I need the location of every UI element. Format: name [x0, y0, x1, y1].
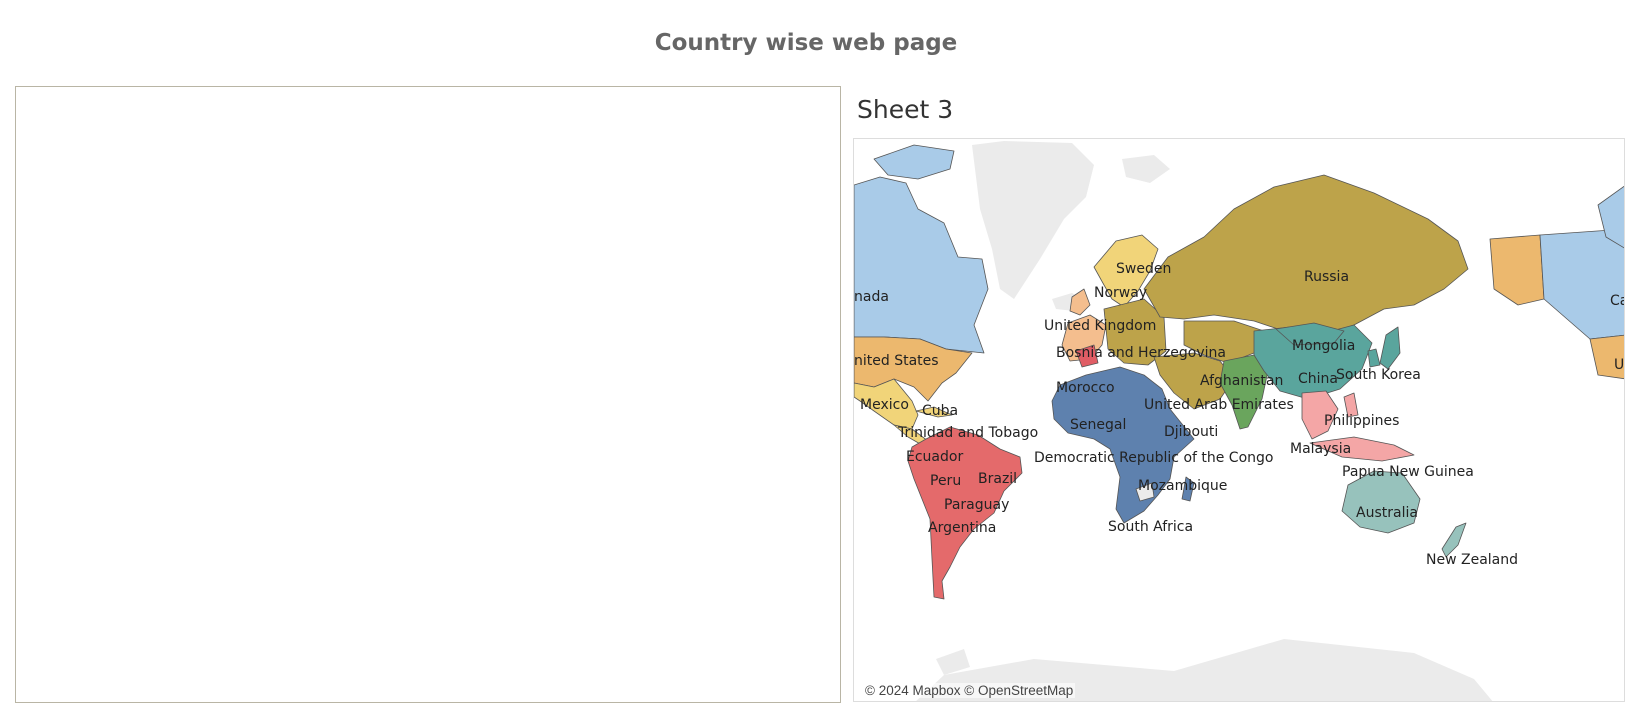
label-uae: United Arab Emirates [1144, 397, 1294, 413]
country-alaska [1489, 234, 1545, 306]
country-indonesia [1309, 436, 1415, 462]
world-map[interactable]: nada nited States Mexico Cuba Trinidad a… [853, 138, 1625, 702]
label-united-states: nited States [854, 353, 939, 369]
label-russia: Russia [1304, 269, 1349, 285]
label-mexico: Mexico [860, 397, 909, 413]
country-labels: nada nited States Mexico Cuba Trinidad a… [854, 261, 1625, 568]
label-mozambique: Mozambique [1138, 478, 1227, 494]
country-new-zealand [1441, 522, 1467, 558]
label-argentina: Argentina [928, 520, 996, 536]
country-south-africa-inner [1135, 482, 1155, 502]
antarctica-left-island [936, 649, 970, 675]
label-philippines: Philippines [1324, 413, 1399, 429]
label-south-korea: South Korea [1336, 367, 1421, 383]
label-australia: Australia [1356, 505, 1418, 521]
country-usa-east [1589, 334, 1624, 380]
label-bosnia-and-herzegovina: Bosnia and Herzegovina [1056, 345, 1226, 361]
label-brazil: Brazil [978, 471, 1017, 487]
label-norway: Norway [1094, 285, 1147, 301]
label-djibouti: Djibouti [1164, 424, 1218, 440]
country-south-america [907, 426, 1023, 600]
label-ecuador: Ecuador [906, 449, 963, 465]
label-united-kingdom: United Kingdom [1044, 318, 1156, 334]
dashboard-title: Country wise web page [654, 30, 958, 56]
label-drc: Democratic Republic of the Congo [1034, 450, 1273, 466]
label-papua-new-guinea: Papua New Guinea [1342, 464, 1474, 480]
country-canada-east [1539, 228, 1624, 340]
country-japan [1379, 326, 1401, 370]
label-afghanistan: Afghanistan [1200, 373, 1283, 389]
label-malaysia: Malaysia [1290, 441, 1351, 457]
greenland-landmass [972, 141, 1094, 299]
country-canada-islands [873, 144, 955, 180]
country-middle-east [1153, 352, 1235, 410]
label-sweden: Sweden [1116, 261, 1171, 277]
country-australia [1341, 470, 1421, 534]
country-uk [1069, 288, 1091, 316]
label-new-zealand: New Zealand [1426, 552, 1518, 568]
map-canvas[interactable]: nada nited States Mexico Cuba Trinidad a… [854, 139, 1625, 702]
country-korea [1367, 348, 1381, 368]
country-canada [854, 176, 989, 354]
country-scandinavia [1093, 234, 1159, 308]
map-attribution[interactable]: © 2024 Mapbox © OpenStreetMap [863, 683, 1076, 698]
country-italy-spain [1075, 344, 1099, 368]
label-canada-right: Ca [1610, 293, 1625, 309]
country-cuba [915, 406, 953, 418]
label-paraguay: Paraguay [944, 497, 1009, 513]
country-mongolia [1275, 322, 1345, 346]
label-mongolia: Mongolia [1292, 338, 1355, 354]
country-africa [1051, 366, 1195, 524]
label-south-africa: South Africa [1108, 519, 1193, 535]
empty-sheet-panel[interactable] [15, 86, 841, 703]
label-peru: Peru [930, 473, 961, 489]
country-philippines [1343, 392, 1359, 418]
label-senegal: Senegal [1070, 417, 1126, 433]
label-usa-right: U [1614, 357, 1624, 373]
country-southeast-asia [1301, 390, 1339, 440]
label-canada: nada [854, 289, 889, 305]
label-morocco: Morocco [1056, 380, 1115, 396]
country-madagascar [1181, 476, 1195, 502]
sheet-title: Sheet 3 [857, 95, 954, 124]
label-trinidad-and-tobago: Trinidad and Tobago [897, 425, 1038, 441]
country-russia [1143, 174, 1469, 336]
label-china: China [1298, 371, 1338, 387]
label-cuba: Cuba [922, 403, 958, 419]
svalbard-landmass [1122, 155, 1170, 183]
country-greenland-right [1597, 185, 1624, 249]
